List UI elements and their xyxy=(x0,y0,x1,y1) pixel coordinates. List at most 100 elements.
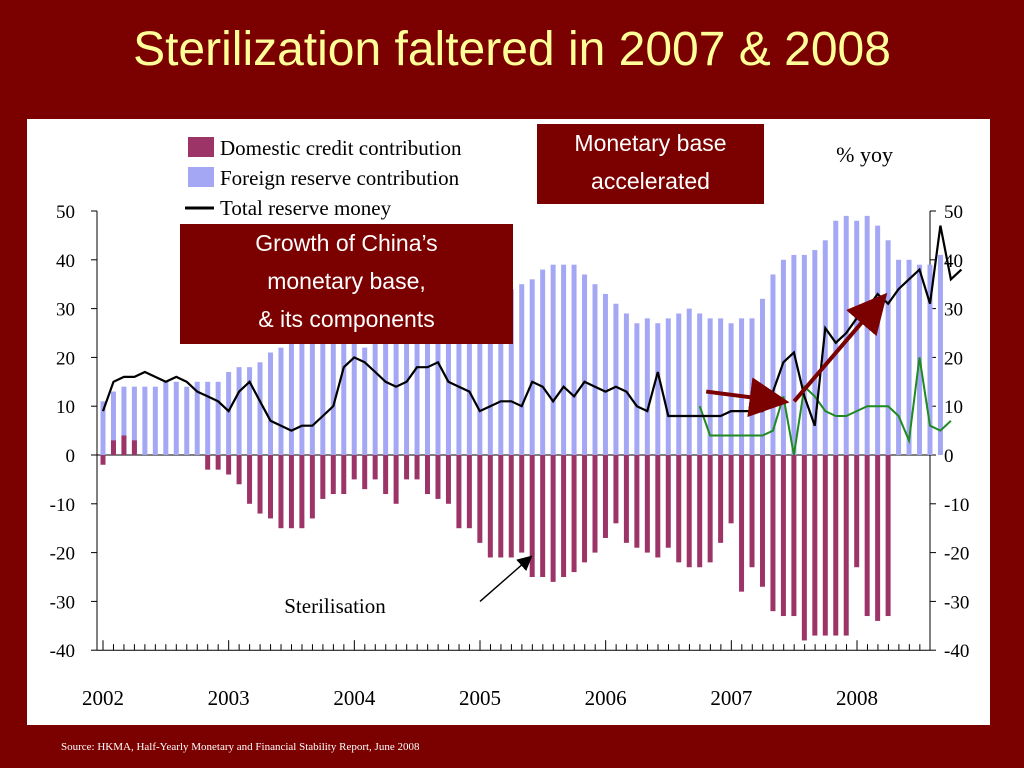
foreign-bar xyxy=(634,323,640,455)
foreign-bar xyxy=(110,391,116,455)
domestic-bar xyxy=(791,455,797,617)
y-tick-label-right: 0 xyxy=(944,446,954,467)
domestic-bar xyxy=(100,455,106,465)
callout-growth-line-3: & its components xyxy=(258,306,435,332)
unit-label: % yoy xyxy=(836,142,893,167)
slide-title: Sterilization faltered in 2007 & 2008 xyxy=(133,23,891,76)
foreign-bar xyxy=(351,337,357,455)
legend-label: Foreign reserve contribution xyxy=(220,166,460,190)
foreign-bar xyxy=(205,381,211,455)
foreign-bar xyxy=(487,308,493,455)
domestic-bar xyxy=(121,435,127,455)
y-tick-label-right: -10 xyxy=(944,495,969,516)
domestic-bar xyxy=(613,455,619,524)
domestic-bar xyxy=(561,455,567,577)
domestic-bar xyxy=(801,455,807,641)
y-tick-label-right: -20 xyxy=(944,544,969,565)
x-tick-label: 2005 xyxy=(459,686,501,710)
foreign-bar xyxy=(477,318,483,455)
domestic-bar xyxy=(456,455,462,529)
domestic-bar xyxy=(875,455,881,621)
domestic-bar xyxy=(759,455,765,587)
domestic-bar xyxy=(477,455,483,543)
legend-swatch xyxy=(188,167,214,187)
domestic-bar xyxy=(592,455,598,553)
foreign-bar xyxy=(194,381,200,455)
callout-monetary-base: Monetary base accelerated xyxy=(537,124,764,204)
foreign-bar xyxy=(571,264,577,455)
foreign-bar xyxy=(362,347,368,455)
domestic-bar xyxy=(466,455,472,529)
domestic-bar xyxy=(257,455,263,514)
domestic-bar xyxy=(718,455,724,543)
foreign-bar xyxy=(383,337,389,455)
foreign-bar xyxy=(676,313,682,455)
legend-label: Domestic credit contribution xyxy=(220,136,462,160)
foreign-bar xyxy=(937,254,943,455)
domestic-bar xyxy=(414,455,420,480)
foreign-bar xyxy=(602,293,608,455)
foreign-bar xyxy=(864,215,870,455)
y-tick-label-right: -40 xyxy=(944,641,969,662)
callout-monetary-line-2: accelerated xyxy=(591,168,710,194)
foreign-bar xyxy=(519,284,525,455)
foreign-bar xyxy=(770,274,776,455)
domestic-bar xyxy=(707,455,713,563)
callout-arrow xyxy=(792,292,888,403)
y-tick-label-right: 10 xyxy=(944,397,963,418)
domestic-bar xyxy=(843,455,849,636)
foreign-bar xyxy=(456,284,462,455)
foreign-bar xyxy=(812,250,818,455)
domestic-bar xyxy=(519,455,525,553)
foreign-bar xyxy=(550,264,556,455)
foreign-bar xyxy=(896,259,902,455)
legend-swatch xyxy=(188,137,214,157)
foreign-bar xyxy=(466,279,472,455)
domestic-bar xyxy=(372,455,378,480)
domestic-bar xyxy=(215,455,221,470)
y-tick-label-right: 30 xyxy=(944,300,963,321)
domestic-bar xyxy=(728,455,734,524)
foreign-bar xyxy=(278,347,284,455)
foreign-bar xyxy=(404,328,410,455)
domestic-bar xyxy=(655,455,661,558)
foreign-bar xyxy=(697,313,703,455)
domestic-bar xyxy=(487,455,493,558)
domestic-bar xyxy=(267,455,273,519)
domestic-bar xyxy=(247,455,253,504)
domestic-bar xyxy=(435,455,441,499)
x-tick-label: 2006 xyxy=(585,686,627,710)
foreign-bar xyxy=(341,323,347,455)
foreign-bar xyxy=(875,225,881,455)
foreign-bar xyxy=(885,240,891,455)
domestic-bar xyxy=(278,455,284,529)
foreign-bar xyxy=(665,318,671,455)
foreign-bar xyxy=(435,298,441,455)
foreign-bar xyxy=(236,367,242,455)
domestic-bar xyxy=(351,455,357,480)
y-tick-label-left: 10 xyxy=(56,397,75,418)
foreign-bar xyxy=(163,381,169,455)
domestic-bar xyxy=(131,440,137,455)
domestic-bar xyxy=(498,455,504,558)
domestic-bar xyxy=(822,455,828,636)
foreign-bar xyxy=(309,333,315,455)
y-tick-label-right: 50 xyxy=(944,202,963,223)
domestic-bar xyxy=(226,455,232,475)
foreign-bar xyxy=(257,362,263,455)
domestic-bar xyxy=(288,455,294,529)
callout-arrow xyxy=(705,377,790,418)
foreign-bar xyxy=(393,333,399,455)
domestic-bar xyxy=(383,455,389,495)
callout-growth: Growth of China’s monetary base, & its c… xyxy=(180,224,513,344)
domestic-bar xyxy=(634,455,640,548)
foreign-bar xyxy=(623,313,629,455)
callout-growth-line-1: Growth of China’s xyxy=(255,230,438,256)
foreign-bar xyxy=(592,284,598,455)
x-tick-label: 2004 xyxy=(333,686,376,710)
total-reserve-line xyxy=(101,225,963,432)
callout-monetary-line-1: Monetary base xyxy=(574,130,727,156)
foreign-bar xyxy=(498,298,504,455)
foreign-bar xyxy=(707,318,713,455)
